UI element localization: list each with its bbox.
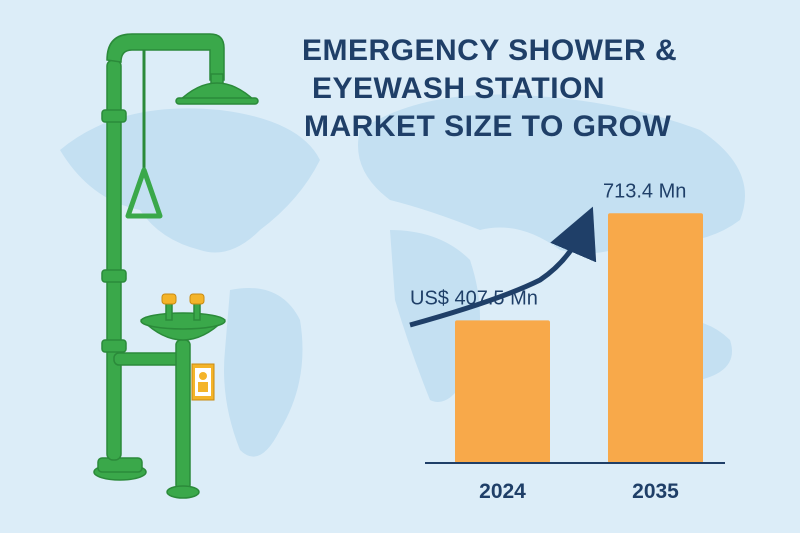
growth-arrow-icon [409,206,597,328]
eyewash-sign-icon [191,363,215,401]
x-tick-label-2035: 2035 [632,480,679,503]
value-label-2035: 713.4 Mn [603,180,686,202]
market-size-bar-chart: US$ 407.5 Mn 2024 713.4 Mn 2035 [409,180,725,503]
bar-2024 [455,320,550,463]
page-title: EMERGENCY SHOWER & EYEWASH STATION MARKE… [290,32,770,146]
value-label-2024: US$ 407.5 Mn [410,287,538,309]
title-line-2: EYEWASH STATION [312,72,606,105]
title-line-1: EMERGENCY SHOWER & [302,34,678,67]
x-tick-label-2024: 2024 [479,480,526,503]
title-line-3: MARKET SIZE TO GROW [304,110,672,143]
bar-2035 [608,213,703,463]
emergency-shower-station-icon [93,33,259,499]
